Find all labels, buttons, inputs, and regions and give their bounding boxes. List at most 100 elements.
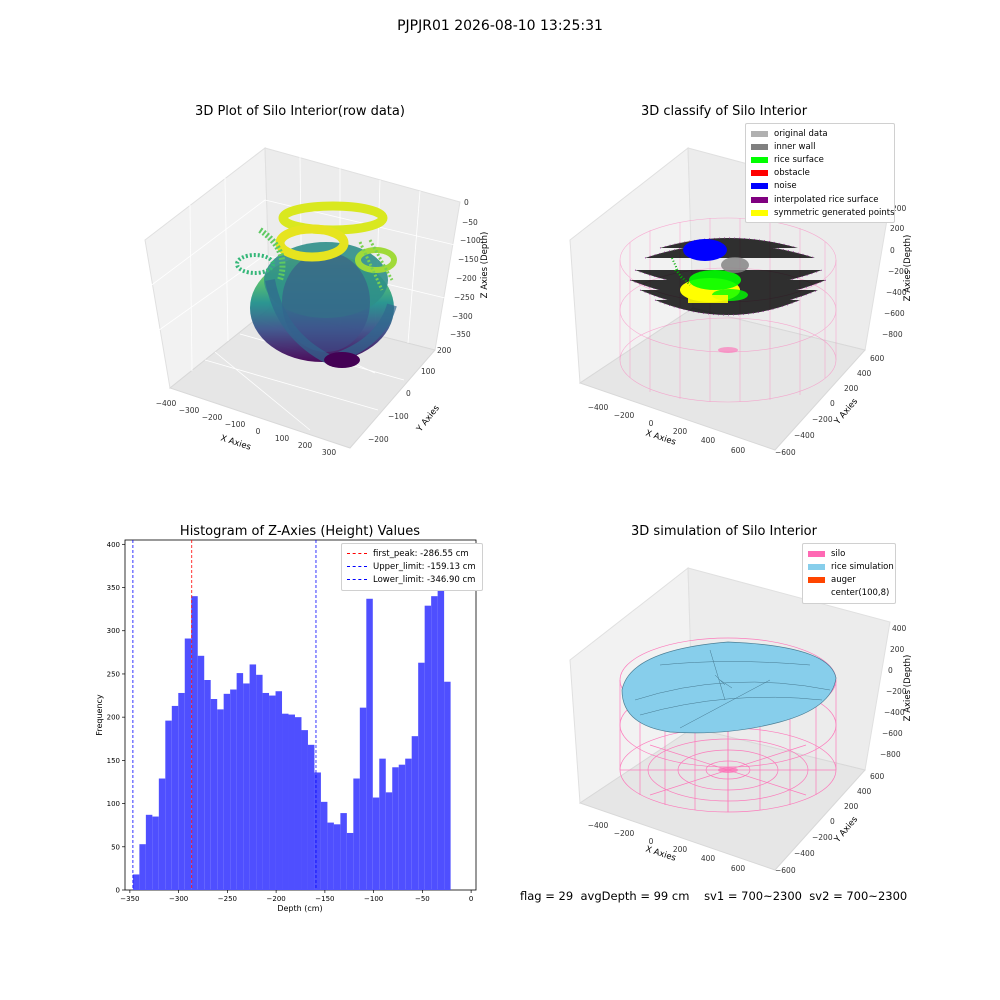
hist-bar xyxy=(340,813,347,890)
p2-ytick: 200 xyxy=(844,384,859,393)
p4-ztick: −200 xyxy=(886,687,907,696)
p2-ytick: −400 xyxy=(794,431,815,440)
hist-bar xyxy=(184,638,192,890)
hist-bar xyxy=(178,692,185,890)
hist-bar xyxy=(210,699,218,890)
p4-xtick: 400 xyxy=(701,854,716,863)
p2-xtick: −400 xyxy=(588,403,609,412)
p4-ytick: 0 xyxy=(830,817,835,826)
depth-histogram: −350 −300 −250 −200 −150 −100 −50 0 0 50 100 150 20… xyxy=(95,539,477,913)
status-flag: flag = 29 xyxy=(520,889,574,903)
hist-ytick-label: 400 xyxy=(107,541,120,549)
silo-floor-center xyxy=(718,767,738,773)
hist-bar xyxy=(327,822,334,890)
legend-item: obstacle xyxy=(751,167,889,180)
hist-bar xyxy=(139,844,146,890)
legend-swatch xyxy=(808,576,825,583)
p1-ztick: −350 xyxy=(450,330,471,339)
hist-bar xyxy=(288,714,295,890)
p4-ytick: 400 xyxy=(857,787,872,796)
raw-data-3d-plot: −400 −300 −200 −100 0 100 200 300 X Axie… xyxy=(144,147,490,457)
hist-bar xyxy=(294,717,302,890)
hist-bar xyxy=(282,713,289,890)
hist-ytick-label: 150 xyxy=(107,757,120,765)
legend-swatch xyxy=(751,183,768,190)
p1-ztick: −250 xyxy=(454,293,475,302)
status-sv1: sv1 = 700~2300 xyxy=(704,889,802,903)
legend-label: first_peak: -286.55 cm xyxy=(373,548,469,559)
p2-ztick: 200 xyxy=(890,224,905,233)
p1-ztick: −200 xyxy=(456,274,477,283)
p4-ztick: 200 xyxy=(890,645,905,654)
hist-bar xyxy=(314,772,321,890)
p1-xtick: 200 xyxy=(298,441,313,450)
p4-xtick: 0 xyxy=(649,837,654,846)
panel3-title: Histogram of Z-Axies (Height) Values xyxy=(179,524,421,539)
p4-ytick: 600 xyxy=(870,772,885,781)
p2-ztick: −200 xyxy=(888,267,909,276)
p2-ztick: −600 xyxy=(884,309,905,318)
p2-xtick: −200 xyxy=(614,411,635,420)
p1-xtick: 300 xyxy=(322,448,337,457)
legend-swatch xyxy=(751,196,768,203)
legend-item: Lower_limit: -346.90 cm xyxy=(347,573,477,586)
hist-bar xyxy=(411,736,419,890)
panel2-title: 3D classify of Silo Interior xyxy=(640,104,808,119)
hist-xlabel: Depth (cm) xyxy=(277,904,322,913)
hist-xtick-label: −200 xyxy=(267,895,286,903)
p2-ztick: −800 xyxy=(882,330,903,339)
p1-xtick: 0 xyxy=(256,427,261,436)
hist-bar xyxy=(197,655,205,890)
p4-ytick: −400 xyxy=(794,849,815,858)
legend-label: original data xyxy=(774,128,828,139)
p1-ytick: 0 xyxy=(406,389,411,398)
p1-xtick: −100 xyxy=(225,420,246,429)
hist-bar xyxy=(230,689,237,890)
legend-item: center(100,8) xyxy=(808,587,890,600)
p2-ytick: 0 xyxy=(830,399,835,408)
floor-pane xyxy=(578,727,866,871)
legend-label: noise xyxy=(774,181,797,192)
hist-bar xyxy=(301,730,308,890)
panel1-title: 3D Plot of Silo Interior(row data) xyxy=(195,104,405,119)
hist-ytick-label: 200 xyxy=(107,714,120,722)
hist-bar xyxy=(333,824,341,890)
legend-item: first_peak: -286.55 cm xyxy=(347,547,477,560)
p2-xtick: 400 xyxy=(701,436,716,445)
p1-zlabel: Z Axies (Depth) xyxy=(480,232,490,299)
p4-ztick: 400 xyxy=(892,624,907,633)
legend-swatch xyxy=(751,209,768,216)
hist-ytick-label: 100 xyxy=(107,800,120,808)
hist-bar xyxy=(372,797,380,890)
legend-label: Upper_limit: -159.13 cm xyxy=(373,561,476,572)
p4-ztick: −800 xyxy=(880,750,901,759)
hist-bar xyxy=(418,662,425,890)
legend-item: Upper_limit: -159.13 cm xyxy=(347,560,477,573)
legend-label: Lower_limit: -346.90 cm xyxy=(373,574,476,585)
hist-bar xyxy=(249,664,257,890)
legend-swatch xyxy=(751,156,768,163)
panel4-title: 3D simulation of Silo Interior xyxy=(631,524,817,539)
hist-bar xyxy=(398,764,406,890)
legend-swatch xyxy=(751,143,768,150)
p1-xtick: −400 xyxy=(156,399,177,408)
hist-bar xyxy=(145,814,153,890)
hist-ytick-label: 350 xyxy=(107,584,120,592)
legend-item: inner wall xyxy=(751,140,889,153)
hist-bar xyxy=(444,681,451,890)
legend-swatch xyxy=(808,590,825,597)
hist-bar xyxy=(405,758,412,890)
hist-legend: first_peak: -286.55 cm Upper_limit: -159… xyxy=(341,543,483,591)
hist-bar xyxy=(236,673,244,890)
hist-bar xyxy=(379,758,386,890)
p4-ztick: 0 xyxy=(888,666,893,675)
p1-ztick: −50 xyxy=(462,218,478,227)
figure-suptitle: PJPJR01 2026-08-10 13:25:31 xyxy=(397,18,603,34)
legend-item: interpolated rice surface xyxy=(751,193,889,206)
status-line: flag = 29 avgDepth = 99 cm sv1 = 700~230… xyxy=(520,889,907,903)
hist-bar xyxy=(366,598,373,890)
legend-item: silo xyxy=(808,547,890,560)
legend-item: auger xyxy=(808,573,890,586)
legend-label: auger xyxy=(831,574,856,585)
hist-ytick-label: 300 xyxy=(107,627,120,635)
